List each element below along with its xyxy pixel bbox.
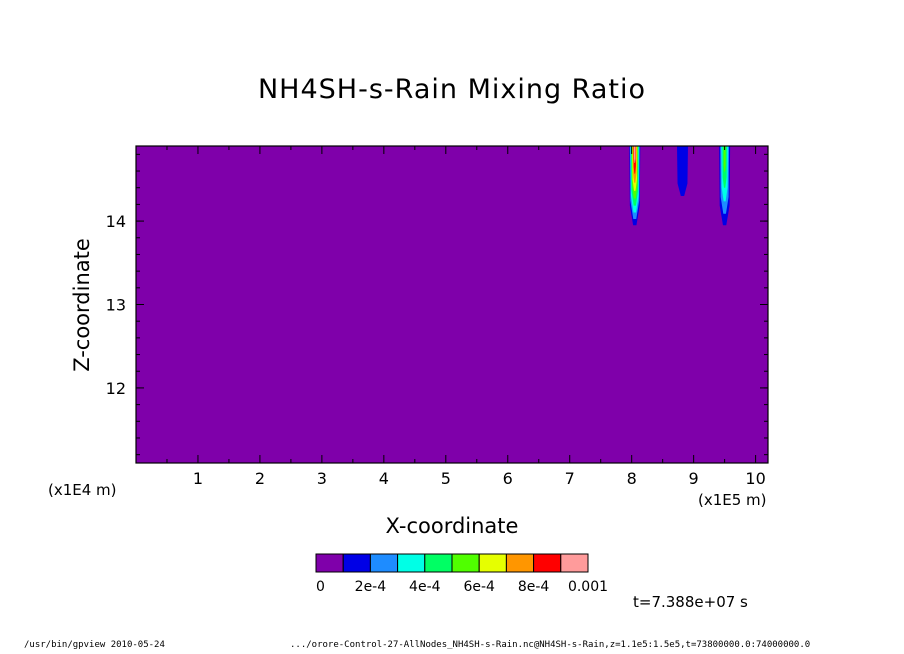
- x-tick-label: 7: [565, 469, 575, 488]
- x-tick-label: 3: [317, 469, 327, 488]
- colorbar-swatch: [505, 553, 535, 573]
- colorbar-label: 4e-4: [409, 579, 441, 595]
- colorbar-swatch: [369, 553, 399, 573]
- x-tick-label: 8: [627, 469, 637, 488]
- footer-left: /usr/bin/gpview 2010-05-24: [24, 640, 165, 650]
- x-unit-left: (x1E4 m): [48, 481, 117, 499]
- x-axis-label: X-coordinate: [385, 514, 519, 538]
- x-tick-label: 2: [255, 469, 265, 488]
- time-label: t=7.388e+07 s: [633, 593, 748, 611]
- x-tick-label: 1: [193, 469, 203, 488]
- chart-title: NH4SH-s-Rain Mixing Ratio: [257, 74, 646, 105]
- footer-right: .../orore-Control-27-AllNodes_NH4SH-s-Ra…: [290, 640, 811, 650]
- colorbar-swatch: [533, 553, 562, 573]
- colorbar-label: 8e-4: [518, 579, 550, 595]
- colorbar-label: 2e-4: [355, 579, 387, 595]
- plot-area: [136, 146, 768, 463]
- plume-9.5-level-5: [723, 146, 726, 172]
- y-tick-label: 13: [106, 296, 126, 315]
- colorbar-label: 6e-4: [463, 579, 495, 595]
- colorbar-swatch: [424, 553, 453, 573]
- y-tick-label: 12: [106, 379, 126, 398]
- x-tick-label: 6: [503, 469, 513, 488]
- colorbar-label: 0: [316, 579, 325, 595]
- colorbar-swatch: [342, 553, 371, 573]
- plume-8-level-9: [633, 146, 636, 164]
- colorbar-label: 0.001: [568, 579, 608, 595]
- colorbar-swatch: [397, 553, 426, 573]
- colorbar-swatch: [451, 553, 480, 573]
- x-tick-label: 5: [441, 469, 451, 488]
- plume-8.8-level-1: [676, 146, 688, 197]
- x-tick-label: 10: [745, 469, 765, 488]
- colorbar-swatch: [560, 553, 589, 573]
- x-tick-label: 9: [689, 469, 699, 488]
- x-unit-right: (x1E5 m): [698, 491, 767, 509]
- colorbar-swatch: [478, 553, 507, 573]
- y-tick-label: 14: [106, 212, 126, 231]
- y-axis-label: Z-coordinate: [70, 238, 94, 372]
- x-tick-label: 4: [379, 469, 389, 488]
- colorbar-swatch: [315, 553, 344, 573]
